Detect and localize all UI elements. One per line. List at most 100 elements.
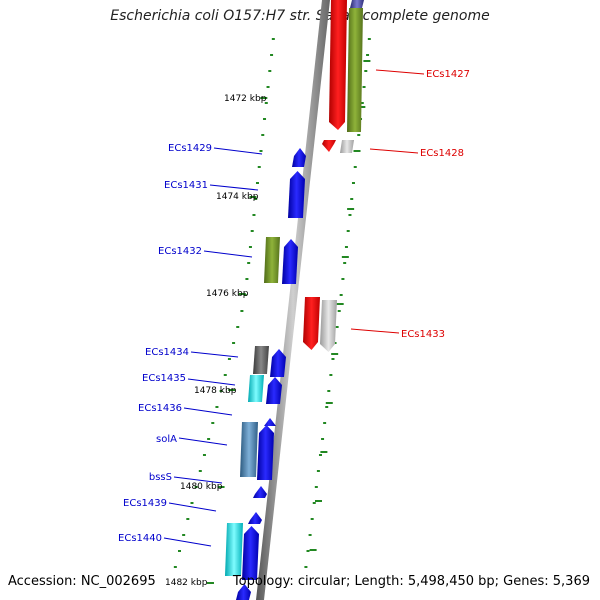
gene-label-ECs1434[interactable]: ECs1434 [145, 347, 189, 358]
tick-dot [252, 214, 256, 216]
gene-ECs1440-partner [225, 523, 243, 576]
tick-dot [350, 198, 354, 200]
gene-ECs1434-partner [253, 346, 269, 374]
gene-ECs1435-arrow [266, 377, 282, 404]
tick-dot [211, 422, 215, 424]
kbp-label: 1478 kbp [194, 386, 237, 396]
gene-ECs1431-arrow [288, 171, 305, 218]
leader-line [168, 502, 217, 512]
tick-dot [245, 278, 249, 280]
tick-dot [270, 54, 274, 56]
tick-dot [323, 422, 327, 424]
tick-dot [316, 470, 320, 472]
gene-label-ECs1429[interactable]: ECs1429 [168, 143, 212, 154]
tick-dot [240, 310, 244, 312]
kbp-tick [249, 196, 257, 198]
kbp-tick [325, 402, 333, 404]
gene-solA-arrow [257, 425, 274, 480]
tick-dot [360, 102, 364, 104]
gene-label-solA[interactable]: solA [156, 434, 177, 445]
tick-dot [232, 342, 236, 344]
leader-line [187, 378, 236, 386]
leader-line [209, 184, 259, 191]
tick-dot [321, 438, 325, 440]
gene-ECs1439-arrow [248, 512, 262, 524]
gene-labels: ECs1427 ECs1428 ECs1429 ECs1431 ECs1432 ECs14… [118, 69, 470, 544]
tick-dot [207, 438, 211, 440]
tick-dot [353, 166, 357, 168]
tick-dot [227, 358, 231, 360]
tick-dot [329, 374, 333, 376]
leader-line [178, 437, 228, 446]
tick-dot [331, 358, 335, 360]
tick-marks-outer [304, 38, 371, 568]
tick-dot [259, 150, 263, 152]
kbp-tick [206, 582, 214, 584]
kbp-tick [358, 106, 366, 108]
tick-dot [173, 566, 177, 568]
tick-dot [341, 278, 345, 280]
gene-ECs1428-arrow [322, 140, 336, 152]
gene-label-ECs1439[interactable]: ECs1439 [123, 498, 167, 509]
tick-dot [198, 470, 202, 472]
tick-dot [314, 486, 318, 488]
tick-dot [236, 326, 240, 328]
gene-label-ECs1436[interactable]: ECs1436 [138, 403, 182, 414]
gene-ECs1427-arrow [329, 0, 347, 130]
tick-dot [335, 326, 339, 328]
kbp-tick [331, 353, 339, 355]
leader-line [190, 351, 239, 358]
gene-solA-partner [240, 422, 258, 477]
kbp-tick [353, 150, 361, 152]
gene-ECs1440-arrow [242, 526, 259, 580]
gene-label-ECs1433[interactable]: ECs1433 [401, 329, 445, 340]
accession-text: Accession: NC_002695 [8, 574, 156, 589]
gene-ECs1432-arrow [282, 239, 298, 284]
leader-line [173, 476, 223, 484]
kbp-tick [238, 293, 246, 295]
backbone-bar [256, 0, 330, 600]
gene-label-ECs1427[interactable]: ECs1427 [426, 69, 470, 80]
gene-top-partial [350, 0, 364, 8]
tick-dot [186, 518, 190, 520]
tick-dot [268, 70, 272, 72]
kbp-label: 1476 kbp [206, 289, 249, 299]
tick-dot [182, 534, 186, 536]
gene-ECs1432-partner [264, 237, 280, 283]
gene-label-ECs1440[interactable]: ECs1440 [118, 533, 162, 544]
kbp-tick [217, 486, 225, 488]
leader-line [350, 328, 400, 334]
kbp-tick [347, 208, 355, 210]
leader-line [203, 250, 253, 258]
kbp-tick [309, 549, 317, 551]
gene-ECs1428-partner [340, 140, 354, 153]
leader-line [163, 537, 212, 547]
tick-dot [202, 454, 206, 456]
label-leaders [163, 69, 425, 547]
tick-dot [344, 246, 348, 248]
tick-marks-inner [173, 38, 275, 584]
gene-label-ECs1435[interactable]: ECs1435 [142, 373, 186, 384]
tick-dot [223, 374, 227, 376]
gene-ECs1434-arrow [270, 349, 286, 377]
gene-ECs1433-arrow [303, 297, 320, 350]
tick-dot [250, 230, 254, 232]
gene-features [225, 0, 364, 600]
kbp-tick [363, 60, 371, 62]
gene-label-ECs1432[interactable]: ECs1432 [158, 246, 202, 257]
gene-label-ECs1428[interactable]: ECs1428 [420, 148, 464, 159]
kbp-tick [260, 97, 268, 99]
leader-line [183, 407, 233, 416]
kbp-label: 1474 kbp [216, 192, 259, 202]
kbp-tick [320, 451, 328, 453]
gene-label-ECs1431[interactable]: ECs1431 [164, 180, 208, 191]
tick-dot [343, 262, 347, 264]
kbp-label: 1482 kbp [165, 578, 208, 588]
tick-dot [257, 166, 261, 168]
tick-dot [337, 310, 341, 312]
tick-dot [219, 390, 223, 392]
gene-label-bssS[interactable]: bssS [149, 472, 172, 483]
tick-dot [190, 502, 194, 504]
tick-dot [362, 86, 366, 88]
